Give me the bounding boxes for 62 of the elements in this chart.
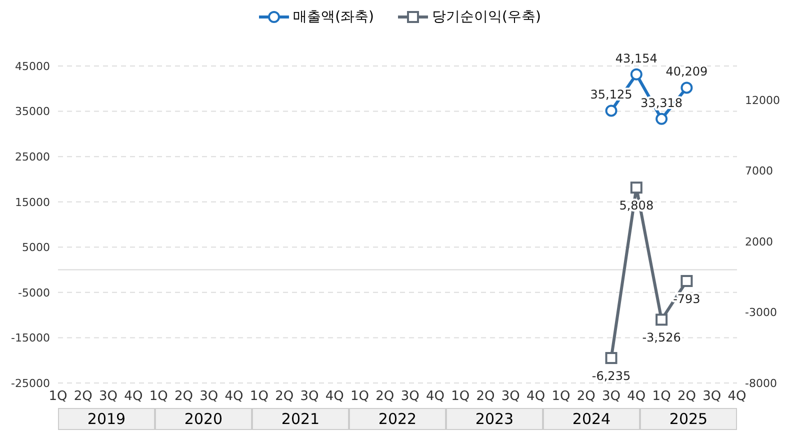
- y2-tick-label: 2000: [745, 235, 773, 248]
- x-tick-label: 4Q: [627, 389, 646, 404]
- x-tick-label: 1Q: [451, 389, 470, 404]
- text: 2025: [640, 408, 737, 430]
- legend-label: 매출액(좌축): [293, 8, 374, 26]
- point: [630, 68, 642, 80]
- y-tick-label: 25000: [15, 150, 50, 164]
- x-tick-label: 4Q: [124, 389, 143, 404]
- x-tick-label: 2Q: [174, 389, 193, 404]
- x-tick-label: 1Q: [552, 389, 570, 404]
- legend-label: 당기순이익(우축): [432, 8, 541, 26]
- x-tick-label: 4Q: [224, 389, 244, 404]
- x-tick-label: 1Q: [149, 389, 168, 404]
- point: [605, 104, 618, 117]
- x-tick-label: 3Q: [702, 389, 722, 404]
- data-label: 40,209: [666, 64, 708, 79]
- x-tick-label: 1Q: [250, 389, 268, 404]
- text: 2021: [252, 408, 349, 430]
- x-tick-label: 3Q: [300, 389, 319, 404]
- y-tick-label: -25000: [11, 376, 50, 390]
- point: [605, 352, 618, 364]
- x-tick-label: 4Q: [325, 389, 344, 404]
- point: [680, 82, 693, 94]
- data-label: 43,154: [615, 51, 658, 66]
- text: 2024: [543, 408, 640, 430]
- x-tick-label: 3Q: [602, 389, 621, 404]
- point: [656, 314, 668, 326]
- y-tick-label: 35000: [15, 105, 50, 118]
- x-tick-label: 3Q: [200, 389, 218, 404]
- y-tick-label: 45000: [15, 60, 50, 73]
- x-tick-label: 3Q: [99, 389, 118, 404]
- x-tick-label: 2Q: [576, 389, 596, 404]
- data-label: -3,526: [642, 330, 681, 345]
- x-tick-label: 2Q: [275, 389, 294, 404]
- text: 2019: [58, 408, 155, 430]
- y2-tick-label: -8000: [745, 376, 777, 390]
- point: [630, 182, 642, 194]
- y-tick-label: 15000: [15, 196, 50, 209]
- x-tick-label: 2Q: [476, 389, 495, 404]
- y2-tick-label: 12000: [745, 94, 780, 107]
- point: [680, 275, 693, 288]
- x-tick-label: 1Q: [48, 389, 68, 404]
- y-tick-label: -15000: [11, 332, 50, 345]
- x-tick-label: 4Q: [526, 389, 546, 404]
- x-tick-label: 2Q: [376, 389, 394, 404]
- y2-tick-label: -3000: [745, 306, 777, 320]
- text: 2023: [446, 408, 543, 430]
- x-tick-label: 2Q: [677, 389, 696, 404]
- x-tick-label: 4Q: [728, 389, 746, 404]
- x-tick-label: 4Q: [426, 389, 444, 404]
- text: 2020: [155, 408, 252, 430]
- x-tick-label: 1Q: [350, 389, 370, 404]
- data-label: -6,235: [592, 369, 631, 384]
- x-tick-label: 3Q: [400, 389, 420, 404]
- x-tick-label: 2Q: [74, 389, 92, 404]
- y2-tick-label: 7000: [745, 164, 773, 178]
- x-tick-label: 1Q: [652, 389, 671, 404]
- text: 2022: [349, 408, 446, 430]
- point: [656, 112, 668, 125]
- x-tick-label: 3Q: [501, 389, 520, 404]
- y-tick-label: -5000: [18, 286, 50, 300]
- y-tick-label: 5000: [22, 241, 50, 254]
